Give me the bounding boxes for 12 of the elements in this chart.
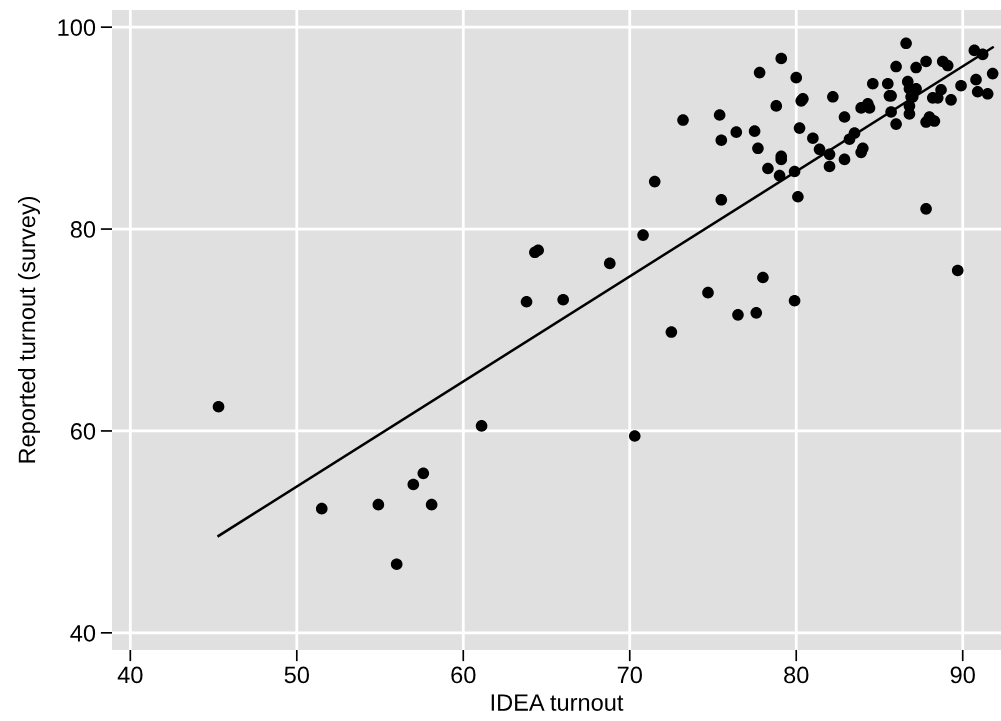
y-tick-label: 100 [58,19,96,36]
x-tick-label: 80 [784,666,809,684]
x-tick-label: 40 [117,666,143,684]
y-tick-label: 80 [70,221,96,238]
y-axis-title: Reported turnout (survey) [17,196,40,463]
x-tick-label: 70 [617,666,642,684]
x-tick-label: 90 [950,666,975,684]
y-tick-label: 60 [70,423,96,440]
x-tick-label: 50 [284,666,309,684]
x-axis-title: IDEA turnout [491,694,624,711]
y-tick-label: 40 [70,624,96,642]
x-tick-label: 60 [451,666,476,684]
